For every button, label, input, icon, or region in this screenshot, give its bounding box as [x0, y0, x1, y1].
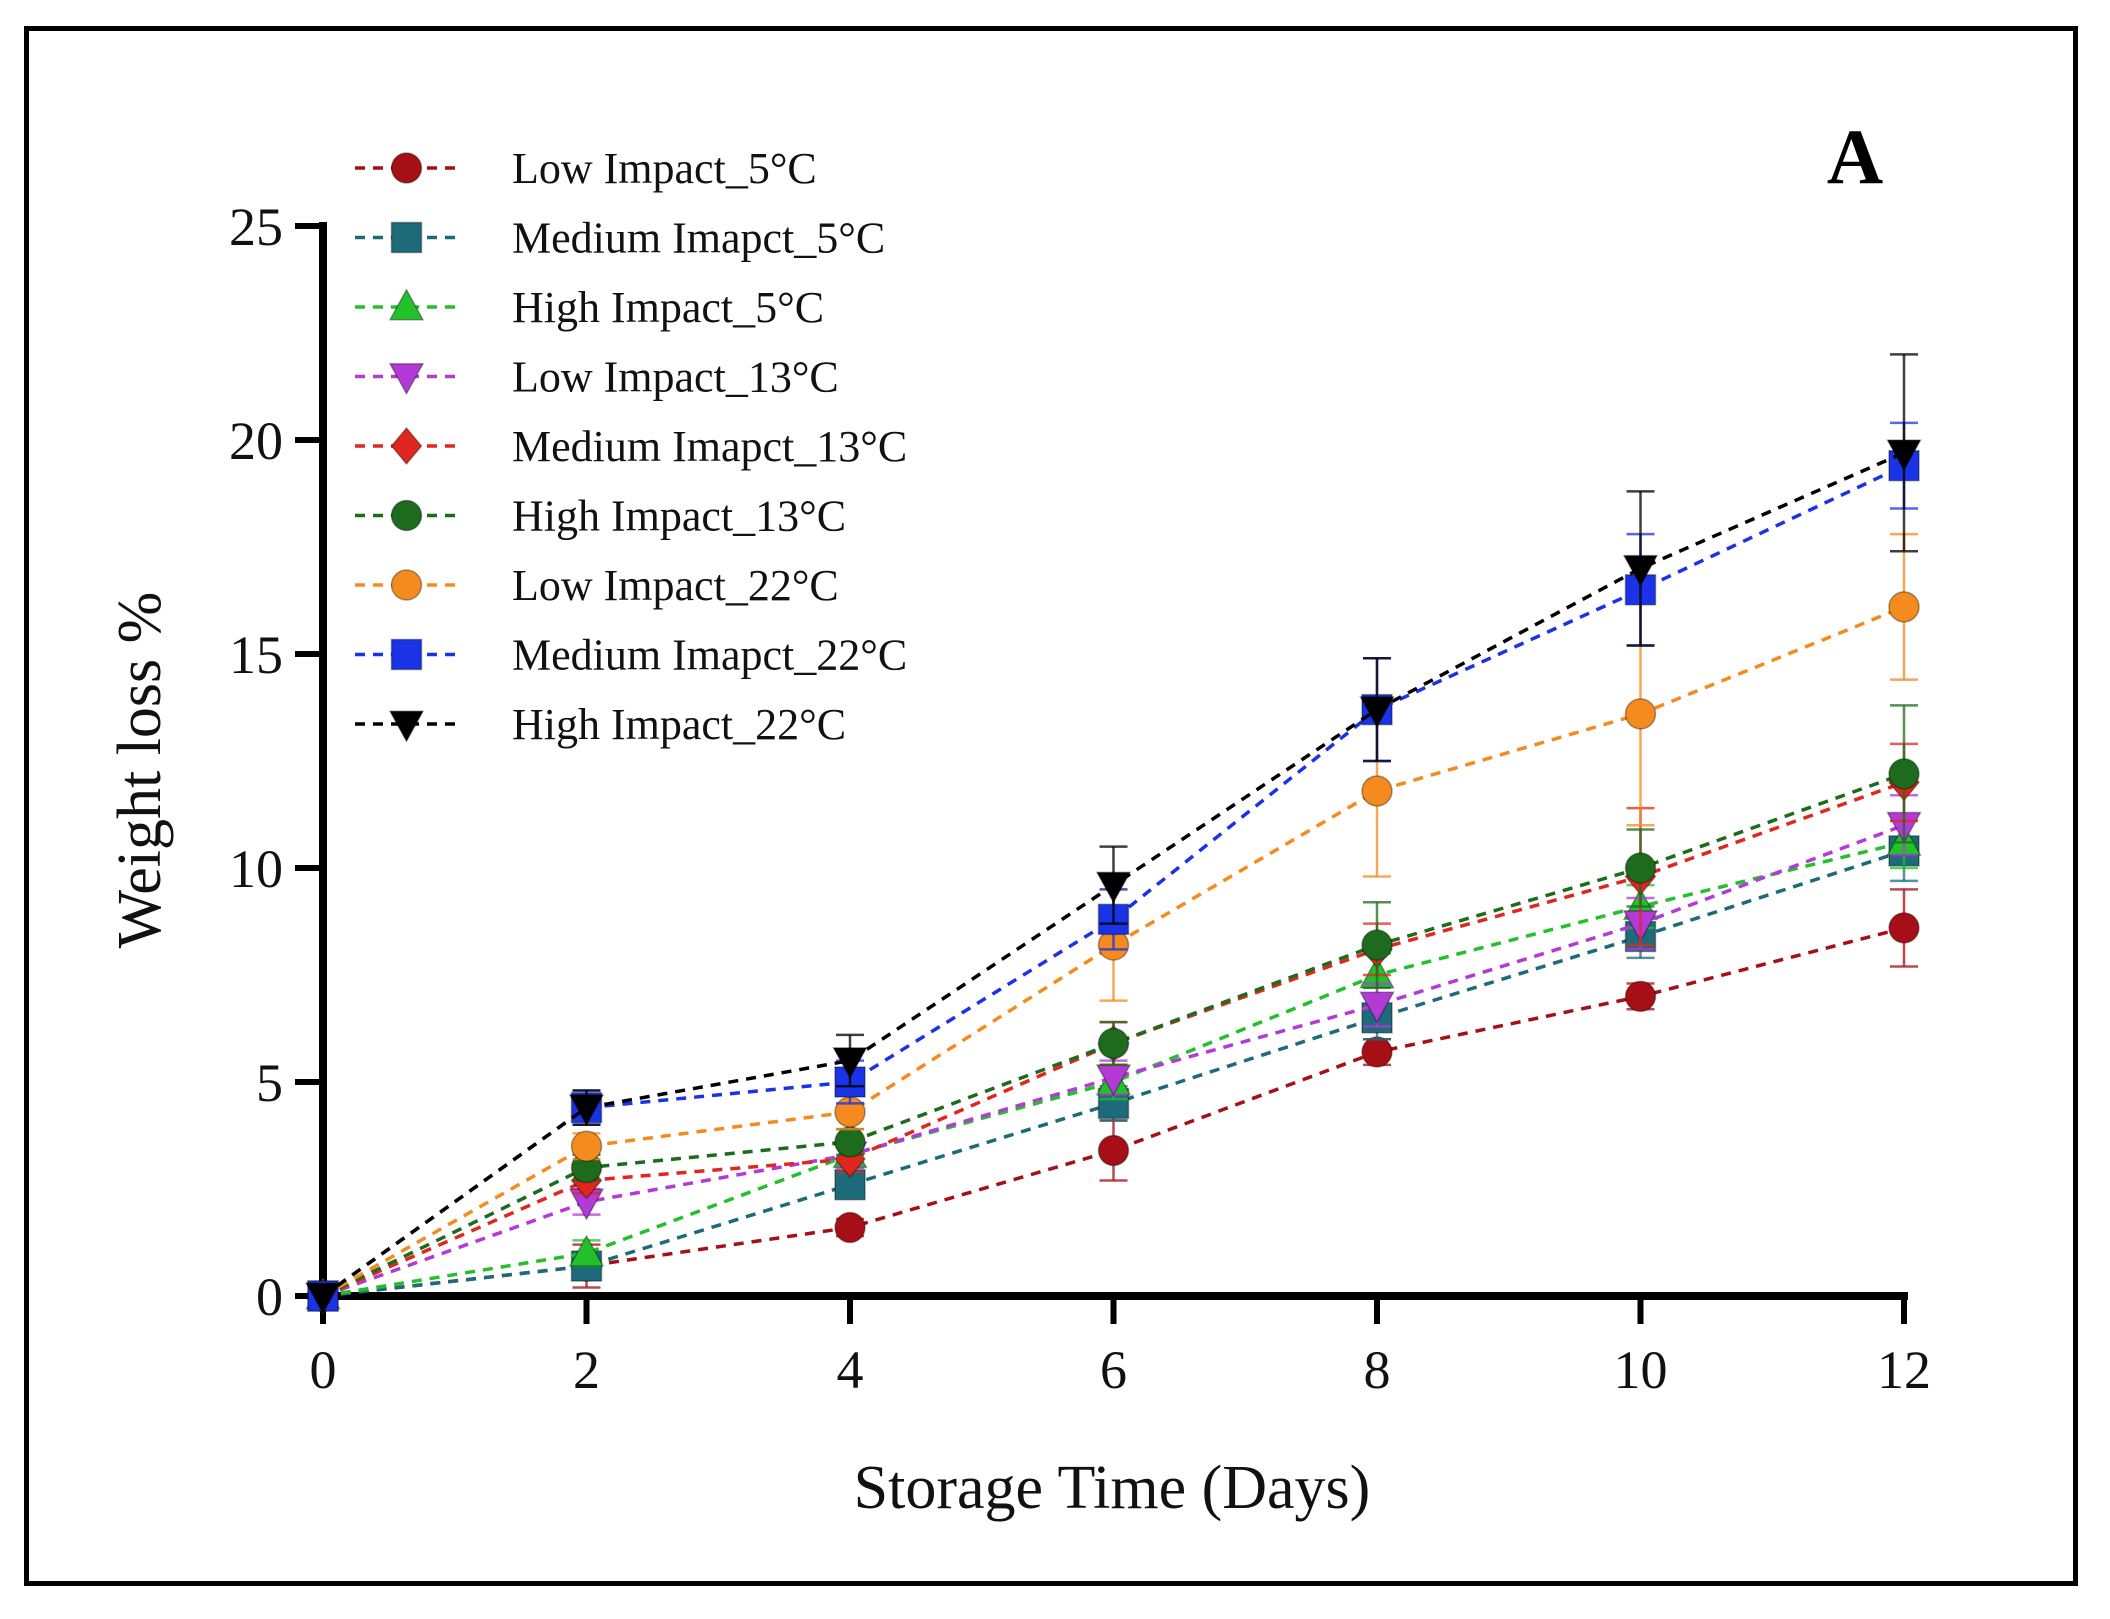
- legend-item: Medium Imapct_13°C: [355, 422, 907, 471]
- legend-label: Low Impact_22°C: [512, 561, 839, 610]
- y-tick-label: 20: [229, 411, 283, 471]
- data-point: [1886, 439, 1922, 472]
- panel-label: A: [1827, 113, 1883, 200]
- legend-marker: [390, 569, 423, 601]
- legend-item: Medium Imapct_5°C: [355, 214, 885, 263]
- legend-item: Low Impact_5°C: [355, 144, 817, 193]
- data-point: [568, 1094, 605, 1127]
- x-tick-label: 2: [573, 1340, 600, 1400]
- legend-marker: [390, 499, 423, 532]
- data-point: [1359, 696, 1395, 729]
- legend: Low Impact_5°C Medium Imapct_5°C High Impa…: [355, 144, 907, 749]
- data-point: [1888, 591, 1920, 623]
- legend-marker: [388, 288, 425, 321]
- legend-item: Low Impact_22°C: [355, 561, 839, 610]
- legend-label: High Impact_22°C: [512, 700, 846, 749]
- legend-marker: [390, 638, 423, 671]
- legend-marker: [390, 152, 423, 184]
- legend-item: High Impact_5°C: [355, 283, 824, 332]
- data-point: [570, 1130, 603, 1162]
- y-tick-label: 15: [229, 625, 283, 685]
- data-point: [1095, 871, 1132, 904]
- data-point: [305, 1282, 341, 1315]
- legend-marker: [390, 426, 423, 466]
- series-layer: [305, 353, 1922, 1316]
- legend-label: High Impact_5°C: [512, 283, 824, 332]
- y-axis-title: Weight loss %: [106, 592, 174, 949]
- legend-label: High Impact_13°C: [512, 492, 846, 541]
- legend-label: Medium Imapct_22°C: [512, 631, 907, 680]
- legend-label: Low Impact_13°C: [512, 353, 839, 402]
- legend-item: High Impact_22°C: [355, 700, 846, 749]
- data-point: [1624, 980, 1657, 1013]
- data-point: [1359, 991, 1395, 1024]
- x-axis-title: Storage Time (Days): [854, 1454, 1371, 1522]
- legend-label: Low Impact_5°C: [512, 144, 817, 193]
- x-tick-label: 8: [1364, 1340, 1391, 1400]
- legend-marker: [388, 710, 425, 743]
- data-point: [1361, 929, 1393, 961]
- data-point: [832, 1047, 868, 1080]
- data-point: [1888, 912, 1920, 944]
- y-tick-label: 25: [229, 197, 283, 257]
- figure-frame: [24, 26, 2078, 1586]
- x-tick-label: 12: [1877, 1340, 1931, 1400]
- data-point: [1361, 1036, 1393, 1068]
- data-point: [1097, 1027, 1130, 1060]
- data-point: [834, 1126, 866, 1158]
- series: [305, 353, 1922, 1315]
- data-point: [1888, 758, 1920, 790]
- legend-label: Medium Imapct_5°C: [512, 214, 885, 263]
- data-point: [834, 1211, 866, 1244]
- x-tick-label: 6: [1100, 1340, 1127, 1400]
- legend-item: Medium Imapct_22°C: [355, 631, 907, 680]
- x-tick-label: 0: [310, 1340, 337, 1400]
- axes: 0 5 10 15 20 25 0 2 4 6 8 10 12: [229, 197, 1931, 1400]
- y-tick-label: 5: [256, 1053, 283, 1113]
- legend-marker: [388, 363, 425, 396]
- x-tick-label: 10: [1614, 1340, 1668, 1400]
- y-tick-label: 0: [256, 1267, 283, 1327]
- series: [307, 704, 1920, 1312]
- legend-item: Low Impact_13°C: [355, 353, 839, 402]
- legend-item: High Impact_13°C: [355, 492, 846, 541]
- y-tick-label: 10: [229, 839, 283, 899]
- legend-marker: [390, 221, 423, 254]
- legend-label: Medium Imapct_13°C: [512, 422, 907, 471]
- data-point: [1097, 1134, 1130, 1167]
- data-point: [1624, 698, 1657, 730]
- data-point: [1622, 554, 1659, 588]
- x-tick-label: 4: [837, 1340, 864, 1400]
- data-point: [1624, 852, 1657, 884]
- data-point: [1361, 775, 1393, 807]
- data-point: [568, 1234, 605, 1267]
